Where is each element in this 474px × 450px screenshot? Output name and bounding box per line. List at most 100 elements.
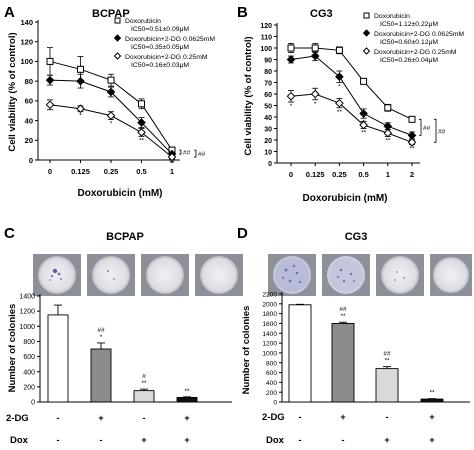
- data-point: [408, 115, 416, 123]
- condition-sign: +: [184, 435, 189, 445]
- legend-ic50: IC50=0.35±0.05μM: [131, 44, 189, 51]
- condition-sign: +: [340, 412, 345, 422]
- legend-label: Doxorubicin+2-DG 0.0625mM: [125, 36, 215, 43]
- y-tick-label: 1200: [262, 341, 277, 348]
- significance-label: **: [184, 388, 190, 395]
- y-tick-label: 1600: [262, 321, 277, 328]
- legend-marker-diamond-filled: [113, 34, 122, 42]
- data-point: [167, 152, 177, 162]
- colony-dish-photo: [87, 254, 135, 296]
- colony-dish-images: [268, 254, 472, 296]
- y-tick-label: 80: [264, 69, 272, 76]
- chart-title: BCPAP: [106, 231, 144, 243]
- significance-label: *: [100, 334, 103, 341]
- y-tick-label: 90: [264, 57, 272, 64]
- data-point: [310, 51, 320, 61]
- panel-c-bar-chart: BCPAP: [6, 231, 243, 446]
- data-point: [107, 76, 115, 84]
- significance-label: ##: [97, 327, 105, 334]
- significance-label: **: [139, 137, 145, 144]
- condition-sign: -: [386, 412, 389, 422]
- y-tick-label: 0: [273, 400, 277, 407]
- legend-label: Doxorubicin+2-DG 0.0625mM: [374, 31, 464, 38]
- y-tick-label: 200: [23, 384, 35, 391]
- data-point: [383, 128, 393, 138]
- x-tick-label: 0.5: [136, 167, 146, 176]
- x-tick-label: 0.125: [71, 167, 90, 176]
- significance-label: #: [142, 373, 146, 380]
- y-axis-label: Number of colonies: [241, 306, 252, 395]
- data-point: [311, 44, 319, 52]
- significance-label: *: [290, 103, 293, 110]
- legend-ic50: IC50=0.26±0.04μM: [380, 57, 438, 64]
- comparison-bracket: [434, 118, 437, 143]
- y-tick-label: 20: [25, 136, 33, 145]
- row-label-2dg: 2-DG: [262, 412, 285, 423]
- y-tick-label: 140: [20, 18, 33, 27]
- panel-label-b: B: [237, 4, 248, 21]
- chart-title: BCPAP: [92, 8, 130, 20]
- significance-label: **: [337, 109, 343, 116]
- condition-sign: -: [299, 435, 302, 445]
- panel-d-bar-chart: CG3: [241, 231, 472, 446]
- panel-label-c: C: [4, 225, 15, 242]
- data-point: [335, 46, 343, 54]
- significance-label: ##: [339, 306, 347, 313]
- data-point: [286, 55, 296, 64]
- bar: [176, 397, 198, 403]
- y-tick-label: 1400: [262, 331, 277, 338]
- y-tick-label: 80: [25, 77, 33, 86]
- data-point: [106, 111, 116, 120]
- y-tick-label: 30: [264, 126, 272, 133]
- significance-label: *: [338, 84, 341, 91]
- colony-dish-photo: [195, 254, 243, 296]
- data-point: [138, 100, 145, 108]
- y-axis-label: Cell viability (% of control): [243, 36, 254, 155]
- significance-label: *: [110, 121, 113, 128]
- y-tick-label: 60: [264, 92, 272, 99]
- colony-dish-photo: [430, 254, 472, 296]
- y-tick-label: 400: [266, 380, 277, 387]
- y-tick-label: 70: [264, 80, 272, 87]
- legend-marker-diamond-open: [362, 47, 371, 55]
- legend-label: Doxorubicin+2-DG 0.25mM: [125, 54, 208, 61]
- chart-title: CG3: [345, 231, 368, 243]
- x-tick-label: 0.5: [358, 170, 368, 179]
- significance-label: ##: [383, 351, 391, 358]
- x-tick-label: 2: [410, 170, 414, 179]
- condition-sign: -: [342, 435, 345, 445]
- data-point: [335, 98, 344, 108]
- colony-dish-photo: [33, 254, 81, 296]
- data-point: [45, 100, 55, 110]
- significance-label: **: [409, 146, 415, 153]
- bracket-label: ##: [423, 125, 431, 132]
- condition-sign: +: [384, 435, 389, 445]
- colony-dish-photo: [376, 254, 424, 296]
- data-point: [46, 57, 54, 65]
- bracket-label: ##: [198, 151, 206, 158]
- colony-dish-photo: [322, 254, 370, 296]
- legend-ic50: IC50=0.60±0.12μM: [380, 39, 438, 46]
- y-tick-label: 10: [264, 149, 272, 156]
- bracket-label: ##: [183, 150, 191, 157]
- row-label-dox: Dox: [266, 435, 285, 446]
- legend-ic50: IC50=1.12±0.22μM: [380, 21, 438, 28]
- y-tick-label: 1400: [19, 294, 35, 301]
- y-tick-label: 0: [29, 156, 33, 165]
- x-tick-label: 1: [386, 170, 390, 179]
- y-tick-label: 40: [264, 115, 272, 122]
- significance-label: **: [429, 390, 435, 397]
- legend-marker-square-open: [114, 17, 121, 24]
- significance-label: *: [79, 113, 82, 120]
- data-point: [76, 104, 85, 114]
- row-label-2dg: 2-DG: [6, 413, 29, 424]
- x-axis-label: Doxorubicin (mM): [78, 188, 163, 199]
- data-point: [137, 118, 146, 127]
- legend-label: Doxorubicin: [125, 18, 161, 25]
- data-point: [407, 137, 417, 147]
- significance-label: **: [169, 160, 175, 167]
- data-point: [76, 76, 85, 86]
- chart-title: CG3: [310, 8, 333, 20]
- y-axis-label: Number of colonies: [7, 304, 18, 393]
